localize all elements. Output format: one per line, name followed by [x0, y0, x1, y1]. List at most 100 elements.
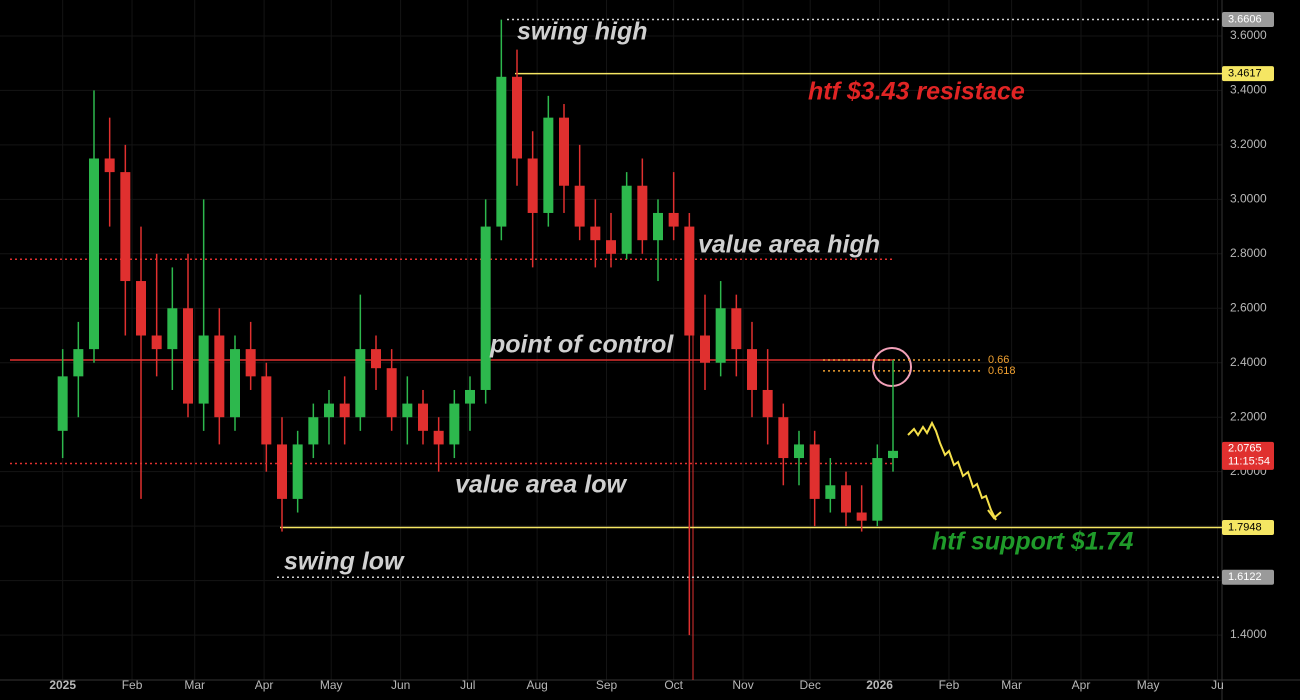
- y-tick-label: 2.6000: [1230, 300, 1267, 314]
- candle-body: [825, 485, 836, 499]
- candle-body: [386, 368, 397, 418]
- candle-body: [606, 240, 616, 254]
- x-tick-label: Mar: [184, 678, 205, 692]
- x-tick-label: 2025: [49, 678, 76, 692]
- arrow-head: [987, 509, 1002, 520]
- candle-body: [89, 158, 99, 350]
- candle-body: [73, 349, 84, 377]
- price-tag: [1222, 520, 1274, 536]
- price-tag-label: 3.4617: [1228, 68, 1262, 80]
- candle-body: [308, 417, 319, 445]
- x-tick-label: Ju: [1211, 678, 1224, 692]
- candle-body: [778, 417, 789, 459]
- candle-body: [433, 430, 444, 445]
- x-tick-label: Feb: [122, 678, 143, 692]
- candle-body: [151, 335, 162, 350]
- candle-body: [574, 185, 585, 227]
- candle-body: [418, 403, 428, 431]
- x-tick-label: Jun: [391, 678, 410, 692]
- candle-body: [512, 76, 522, 159]
- candle-body: [731, 308, 742, 350]
- x-tick-label: Dec: [800, 678, 821, 692]
- candle-body: [700, 335, 710, 363]
- candle-body: [668, 212, 679, 227]
- candle-body: [324, 403, 334, 418]
- candle-body: [480, 226, 491, 390]
- price-tag-label: 3.6606: [1228, 13, 1262, 25]
- candle-body: [543, 117, 554, 213]
- candle-body: [230, 349, 240, 418]
- candle-body: [809, 444, 820, 499]
- candle-body: [637, 185, 648, 241]
- candle-body: [653, 212, 663, 241]
- candle-body: [684, 226, 695, 336]
- candle-body: [245, 349, 256, 377]
- annotation: swing low: [284, 548, 405, 576]
- candle-body: [841, 485, 851, 513]
- candle-body: [621, 185, 632, 254]
- highlight-circle: [872, 347, 912, 387]
- candle-body: [496, 76, 507, 227]
- candle-body: [465, 389, 475, 404]
- fib-label: 0.66: [988, 354, 1009, 366]
- candle-body: [136, 281, 146, 336]
- annotation: htf support $1.74: [932, 528, 1134, 556]
- projection-arrow: [907, 420, 997, 521]
- x-tick-label: Mar: [1001, 678, 1022, 692]
- y-tick-label: 3.6000: [1230, 28, 1267, 42]
- candle-body: [888, 450, 898, 459]
- y-tick-label: 2.4000: [1230, 355, 1267, 369]
- candle-body: [715, 308, 726, 363]
- candle-body: [339, 403, 350, 418]
- candle-body: [261, 376, 272, 445]
- x-tick-label: Oct: [664, 678, 683, 692]
- candle-body: [57, 376, 68, 431]
- price-tag: [1222, 11, 1274, 27]
- candle-body: [527, 158, 538, 213]
- y-tick-label: 2.8000: [1230, 246, 1267, 260]
- annotation: value area low: [455, 471, 627, 499]
- candle-body: [402, 403, 413, 418]
- candle-body: [104, 158, 115, 173]
- price-tag-label: 1.6122: [1228, 571, 1262, 583]
- annotation: value area high: [698, 231, 880, 259]
- candle-body: [590, 226, 601, 241]
- y-tick-label: 3.4000: [1230, 83, 1267, 97]
- candle-body: [747, 349, 757, 390]
- candle-body: [120, 172, 131, 282]
- x-tick-label: Aug: [526, 678, 547, 692]
- price-tag-label: 1.7948: [1228, 521, 1262, 533]
- annotation: htf $3.43 resistace: [808, 78, 1025, 106]
- candle-body: [856, 512, 867, 521]
- y-tick-label: 3.2000: [1230, 137, 1267, 151]
- annotation: swing high: [517, 18, 648, 46]
- price-tag: [1222, 569, 1274, 585]
- candle-body: [355, 349, 366, 418]
- y-tick-label: 1.4000: [1230, 627, 1267, 641]
- candle-body: [214, 335, 225, 418]
- x-tick-label: May: [1137, 678, 1160, 692]
- countdown-label: 11:15:54: [1228, 456, 1270, 468]
- candle-body: [277, 444, 287, 499]
- x-tick-label: Jul: [460, 678, 475, 692]
- price-tag-label: 2.0765: [1228, 443, 1262, 455]
- candle-body: [292, 444, 303, 499]
- candle-body: [794, 444, 804, 459]
- x-tick-label: Nov: [732, 678, 753, 692]
- x-tick-label: Sep: [596, 678, 618, 692]
- annotation: point of control: [489, 331, 674, 359]
- x-tick-label: May: [320, 678, 343, 692]
- candle-body: [559, 117, 569, 186]
- y-tick-label: 2.2000: [1230, 409, 1267, 423]
- fib-label: 0.618: [988, 365, 1016, 377]
- price-tag: [1222, 441, 1274, 470]
- candle-body: [198, 335, 209, 404]
- x-tick-label: 2026: [866, 678, 893, 692]
- candle-body: [371, 349, 381, 369]
- y-tick-label: 3.0000: [1230, 192, 1267, 206]
- candle-body: [872, 458, 883, 521]
- x-tick-label: Apr: [255, 678, 274, 692]
- x-tick-label: Apr: [1072, 678, 1091, 692]
